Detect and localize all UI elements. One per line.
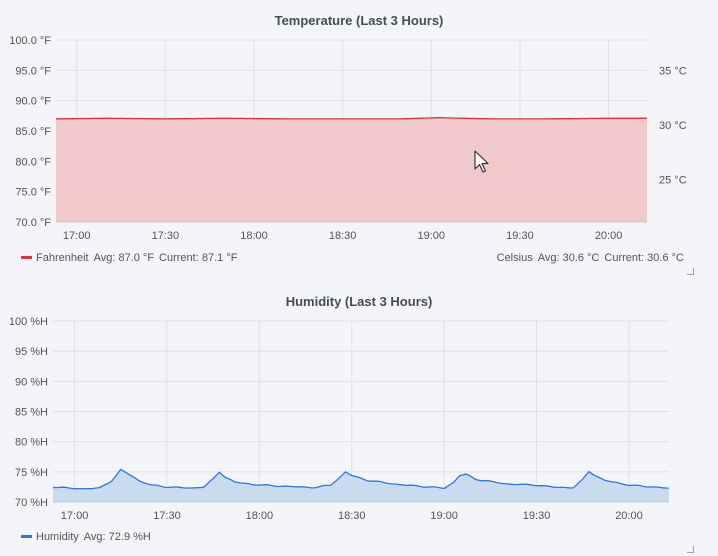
legend-series-name: Humidity xyxy=(36,531,79,543)
y-tick-label: 70.0 °F xyxy=(15,217,51,229)
x-tick-label: 18:00 xyxy=(246,510,274,522)
legend-current: Current: 87.1 °F xyxy=(159,252,238,264)
x-tick-label: 19:00 xyxy=(430,510,458,522)
humidity-legend-swatch xyxy=(21,534,32,538)
y-tick-label: 100.0 °F xyxy=(9,35,51,47)
legend-series-name: Celsius xyxy=(496,252,533,264)
y-tick-label: 90 %H xyxy=(15,376,48,388)
y-tick-label: 80.0 °F xyxy=(15,156,51,168)
y2-tick-label: 25 °C xyxy=(659,175,687,187)
y-tick-label: 75 %H xyxy=(15,467,48,479)
x-tick-label: 19:30 xyxy=(523,510,551,522)
x-tick-label: 20:00 xyxy=(595,230,623,242)
temperature-panel: Temperature (Last 3 Hours) 70.0 °F 75.0 °… xyxy=(9,13,694,275)
humidity-chart-title: Humidity (Last 3 Hours) xyxy=(285,294,433,309)
x-tick-label: 17:00 xyxy=(63,230,91,242)
y-tick-label: 90.0 °F xyxy=(15,96,51,108)
legend-avg: Avg: 72.9 %H xyxy=(83,531,151,543)
x-tick-label: 17:30 xyxy=(153,510,181,522)
y2-tick-label: 35 °C xyxy=(659,65,687,77)
y-tick-label: 80 %H xyxy=(15,437,48,449)
fahrenheit-legend-swatch xyxy=(21,255,32,259)
legend-avg: Avg: 87.0 °F xyxy=(93,252,155,264)
series-line xyxy=(55,117,647,120)
y-tick-label: 75.0 °F xyxy=(15,187,51,199)
legend-series-name: Fahrenheit xyxy=(36,252,89,264)
legend-current: Current: 30.6 °C xyxy=(604,252,684,264)
legend-avg: Avg: 30.6 °C xyxy=(537,252,600,264)
y2-tick-label: 30 °C xyxy=(659,120,687,132)
y-tick-label: 70 %H xyxy=(15,497,48,509)
x-tick-label: 19:30 xyxy=(506,230,534,242)
series-line xyxy=(52,468,670,490)
humidity-panel: Humidity (Last 3 Hours) 70 %H 75 %H 80 %H 8… xyxy=(0,280,718,556)
series-area-fill xyxy=(56,117,647,222)
x-tick-label: 20:00 xyxy=(615,510,643,522)
y-tick-label: 85.0 °F xyxy=(15,126,51,138)
resize-handle-icon[interactable] xyxy=(687,268,694,275)
resize-handle-icon[interactable] xyxy=(687,546,694,553)
temperature-legend-right[interactable]: Celsius Avg: 30.6 °C Current: 30.6 °C xyxy=(497,252,684,264)
humidity-chart: 70 %H 75 %H 80 %H 85 %H 90 %H 95 %H 100 %H 17:0… xyxy=(9,316,670,522)
temperature-chart: 70.0 °F 75.0 °F 80.0 °F 85.0 °F 90.0 °F 95.0 … xyxy=(9,35,687,242)
y-tick-label: 95.0 °F xyxy=(15,65,51,77)
x-tick-label: 18:00 xyxy=(240,230,268,242)
x-tick-label: 19:00 xyxy=(418,230,446,242)
x-tick-label: 18:30 xyxy=(329,230,357,242)
x-tick-label: 17:00 xyxy=(61,510,89,522)
x-tick-label: 18:30 xyxy=(338,510,366,522)
y-tick-label: 85 %H xyxy=(15,407,48,419)
x-tick-label: 17:30 xyxy=(152,230,180,242)
humidity-legend[interactable]: Humidity Avg: 72.9 %H xyxy=(21,531,156,543)
mouse-pointer-icon xyxy=(474,150,489,173)
series-area-fill xyxy=(53,469,669,502)
y-tick-label: 100 %H xyxy=(9,316,48,328)
temperature-legend-left[interactable]: Fahrenheit Avg: 87.0 °F Current: 87.1 °F xyxy=(21,252,242,264)
y-tick-label: 95 %H xyxy=(15,346,48,358)
temperature-chart-title: Temperature (Last 3 Hours) xyxy=(274,13,444,28)
